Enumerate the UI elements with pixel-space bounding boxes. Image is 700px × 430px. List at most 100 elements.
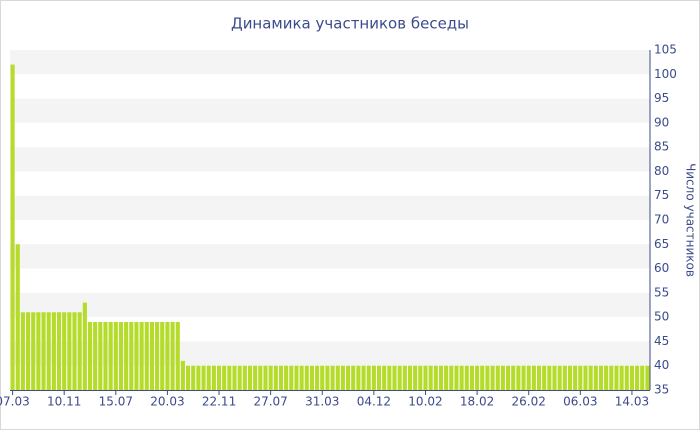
grid-band <box>10 98 650 123</box>
bar <box>635 365 640 390</box>
bar <box>103 322 108 390</box>
bar <box>387 365 392 390</box>
grid-band <box>10 50 650 75</box>
bar <box>56 312 62 390</box>
bar <box>41 312 46 390</box>
bar <box>547 365 552 390</box>
bar <box>165 322 170 390</box>
bar <box>237 365 242 390</box>
grid-band <box>10 195 650 220</box>
bar <box>289 365 294 390</box>
x-tick-label: 04.12 <box>357 395 391 409</box>
bar <box>335 365 340 390</box>
bar <box>67 312 72 390</box>
bar <box>113 322 118 390</box>
bar <box>93 322 98 390</box>
bar <box>124 322 129 390</box>
y-tick-label: 65 <box>654 237 669 251</box>
bar <box>31 312 36 390</box>
bar <box>346 365 351 390</box>
y-tick-label: 50 <box>654 310 669 324</box>
x-tick-label: 06.03 <box>563 395 597 409</box>
bar <box>438 365 444 390</box>
bar <box>284 365 289 390</box>
x-tick-label: 10.02 <box>408 395 442 409</box>
bar <box>144 322 149 390</box>
bar <box>263 365 268 390</box>
y-tick-label: 55 <box>654 285 669 299</box>
bar <box>454 365 459 390</box>
y-tick-label: 35 <box>654 383 669 397</box>
bar <box>72 312 77 390</box>
bar <box>413 365 418 390</box>
bar <box>227 365 232 390</box>
x-tick-label: 26.02 <box>512 395 546 409</box>
bar <box>320 365 325 390</box>
bar <box>186 365 191 390</box>
bar <box>15 244 20 390</box>
bar <box>475 365 480 390</box>
bar <box>480 365 485 390</box>
bar <box>552 365 557 390</box>
bar <box>418 365 423 390</box>
y-tick-label: 75 <box>654 188 669 202</box>
bar <box>268 365 273 390</box>
bar <box>449 365 454 390</box>
bar <box>583 365 588 390</box>
bar <box>526 365 531 390</box>
bar <box>222 365 227 390</box>
bar <box>598 365 604 390</box>
bar <box>361 365 366 390</box>
bar <box>155 322 160 390</box>
bar <box>490 365 495 390</box>
bar <box>506 365 511 390</box>
bar <box>593 365 598 390</box>
bar <box>464 365 469 390</box>
bar <box>98 322 103 390</box>
y-tick-label: 70 <box>654 213 669 227</box>
bar <box>428 365 433 390</box>
bar <box>118 322 124 390</box>
bar <box>315 365 320 390</box>
bar <box>604 365 609 390</box>
bar <box>557 365 562 390</box>
grid-band <box>10 147 650 172</box>
bar <box>516 365 521 390</box>
bar <box>629 365 634 390</box>
bar <box>356 365 361 390</box>
bar <box>366 365 371 390</box>
bar <box>340 365 345 390</box>
bar <box>139 322 144 390</box>
bar <box>619 365 624 390</box>
bar <box>382 365 387 390</box>
y-tick-label: 90 <box>654 115 669 129</box>
bar <box>536 365 542 390</box>
bar <box>330 365 335 390</box>
bar <box>567 365 573 390</box>
x-tick-label: 20.03 <box>150 395 184 409</box>
bar <box>77 312 82 390</box>
bar <box>397 365 402 390</box>
bar <box>500 365 505 390</box>
y-tick-label: 40 <box>654 358 669 372</box>
x-tick-label: 10.11 <box>47 395 81 409</box>
bar <box>371 365 376 390</box>
y-tick-label: 45 <box>654 334 669 348</box>
bar <box>304 365 309 390</box>
bar <box>232 365 237 390</box>
bar <box>211 365 216 390</box>
bar <box>392 365 397 390</box>
bar <box>423 365 428 390</box>
y-tick-label: 105 <box>654 43 677 57</box>
bar <box>531 365 536 390</box>
bar <box>573 365 578 390</box>
bar <box>309 365 314 390</box>
bar <box>588 365 593 390</box>
bar <box>645 365 650 390</box>
bar <box>459 365 464 390</box>
bar <box>129 322 134 390</box>
bar <box>51 312 56 390</box>
y-tick-label: 80 <box>654 164 669 178</box>
bar <box>495 365 500 390</box>
